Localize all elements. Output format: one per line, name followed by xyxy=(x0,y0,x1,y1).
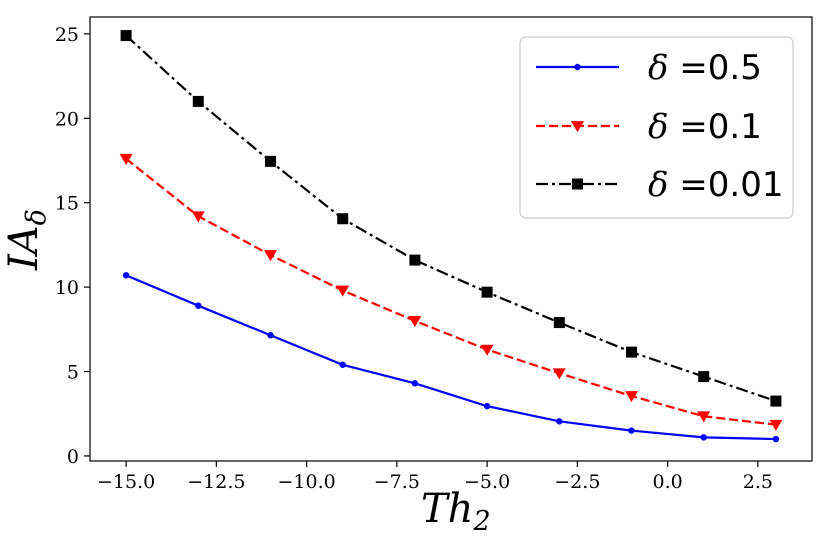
legend-label: δ =0.5 xyxy=(648,48,762,88)
x-tick-label: 0.0 xyxy=(652,471,682,493)
legend-frame xyxy=(519,36,794,219)
data-point xyxy=(628,427,635,434)
data-point xyxy=(119,153,133,165)
x-tick-label: −15.0 xyxy=(97,471,155,493)
x-tick-label: −10.0 xyxy=(277,471,335,493)
series-line xyxy=(125,34,777,403)
data-point xyxy=(483,402,491,410)
data-point xyxy=(553,317,565,329)
data-point xyxy=(120,30,132,42)
data-point xyxy=(700,434,707,441)
data-point xyxy=(556,418,563,425)
data-point xyxy=(409,254,421,266)
data-point xyxy=(411,380,419,387)
data-point xyxy=(337,213,349,225)
y-tick-label: 15 xyxy=(55,193,79,215)
data-point xyxy=(265,155,276,167)
x-axis: −15.0 −12.5 −10.0 −7.5 −5.0 −2.5 0.0 2.5 xyxy=(97,461,773,493)
data-point xyxy=(626,346,637,358)
data-point xyxy=(769,419,783,431)
data-point xyxy=(697,411,711,423)
legend-entry-2: δ =0.1 xyxy=(536,107,762,147)
data-point xyxy=(264,250,277,262)
y-tick-label: 5 xyxy=(67,362,79,384)
series-1 xyxy=(122,272,780,443)
data-point xyxy=(698,371,710,383)
x-tick-label: −7.5 xyxy=(374,471,420,493)
data-point xyxy=(480,344,494,356)
y-tick-label: 0 xyxy=(67,446,79,468)
legend: δ =0.5 δ =0.1 δ =0.01 xyxy=(519,36,794,219)
series-line xyxy=(125,157,777,426)
legend-marker xyxy=(572,178,583,190)
x-tick-label: −2.5 xyxy=(554,471,600,493)
data-point xyxy=(192,95,204,107)
y-axis: 0 5 10 15 20 25 xyxy=(55,24,90,468)
y-tick-label: 10 xyxy=(55,277,79,299)
data-point xyxy=(339,361,346,368)
data-point xyxy=(267,332,274,339)
series-line xyxy=(125,274,776,441)
y-tick-label: 25 xyxy=(55,24,79,46)
legend-marker xyxy=(574,63,581,71)
data-point xyxy=(552,368,566,380)
series-layer xyxy=(119,30,783,443)
data-point xyxy=(625,391,638,403)
data-point xyxy=(408,316,422,328)
legend-entry-1: δ =0.5 xyxy=(536,48,762,88)
series-3 xyxy=(120,30,782,407)
data-point xyxy=(336,285,350,297)
x-tick-label: 2.5 xyxy=(743,471,773,493)
legend-marker xyxy=(571,121,584,133)
legend-label: δ =0.01 xyxy=(648,165,783,205)
series-2 xyxy=(119,153,783,431)
data-point xyxy=(191,211,205,223)
data-point xyxy=(772,435,780,443)
data-point xyxy=(770,395,782,407)
x-tick-label: −12.5 xyxy=(187,471,245,493)
data-point xyxy=(481,286,493,298)
y-tick-label: 20 xyxy=(55,108,79,130)
data-point xyxy=(195,302,202,309)
x-tick-label: −5.0 xyxy=(464,471,510,493)
y-axis-title: IAδ xyxy=(1,209,52,271)
legend-entry-3: δ =0.01 xyxy=(536,165,783,205)
legend-label: δ =0.1 xyxy=(648,107,762,147)
x-axis-title: Th2 xyxy=(421,486,491,537)
data-point xyxy=(122,272,130,279)
